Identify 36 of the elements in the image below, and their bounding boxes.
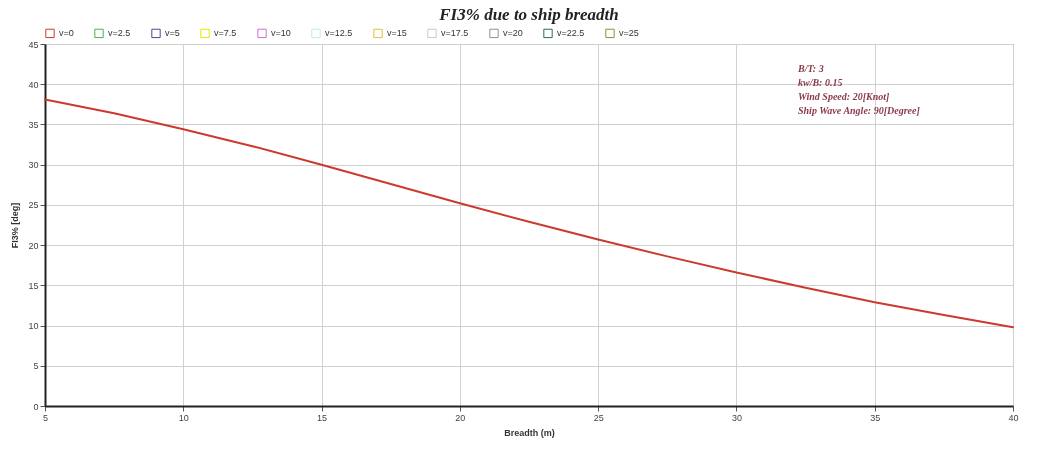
y-tick-label: 10 [28,321,39,332]
annotation: kw/B: 0.15 [798,77,843,88]
annotation: Wind Speed: 20[Knot] [798,91,890,102]
y-tick-label: 30 [28,160,39,171]
y-tick-label: 0 [33,401,39,412]
x-tick-label: 25 [593,412,604,423]
chart-title: FI3% due to ship breadth [438,5,619,24]
x-tick-label: 35 [870,412,881,423]
legend-label: v=5 [165,28,180,39]
annotation: Ship Wave Angle: 90[Degree] [798,105,921,116]
x-axis-title: Breadth (m) [504,427,555,438]
y-tick-label: 40 [28,79,39,90]
x-tick-label: 40 [1008,412,1019,423]
legend-label: v=0 [59,28,74,39]
legend-label: v=10 [271,28,291,39]
y-tick-label: 20 [28,240,39,251]
y-tick-label: 5 [33,361,39,372]
legend-label: v=12.5 [325,28,353,39]
x-tick-label: 15 [317,412,328,423]
x-tick-label: 10 [178,412,189,423]
legend-label: v=17.5 [441,28,469,39]
y-tick-label: 45 [28,39,39,50]
y-tick-label: 35 [28,119,39,130]
legend-label: v=20 [503,28,523,39]
x-tick-label: 20 [455,412,466,423]
legend-label: v=25 [619,28,639,39]
x-tick-label: 5 [42,412,49,423]
legend-label: v=7.5 [214,28,237,39]
y-tick-label: 25 [28,200,39,211]
x-tick-label: 30 [731,412,742,423]
legend-label: v=2.5 [108,28,131,39]
legend-label: v=22.5 [557,28,585,39]
annotation: B/T: 3 [797,63,824,74]
y-axis-title: FI3% [deg] [10,202,21,249]
y-tick-label: 15 [28,280,39,291]
legend-label: v=15 [387,28,407,39]
